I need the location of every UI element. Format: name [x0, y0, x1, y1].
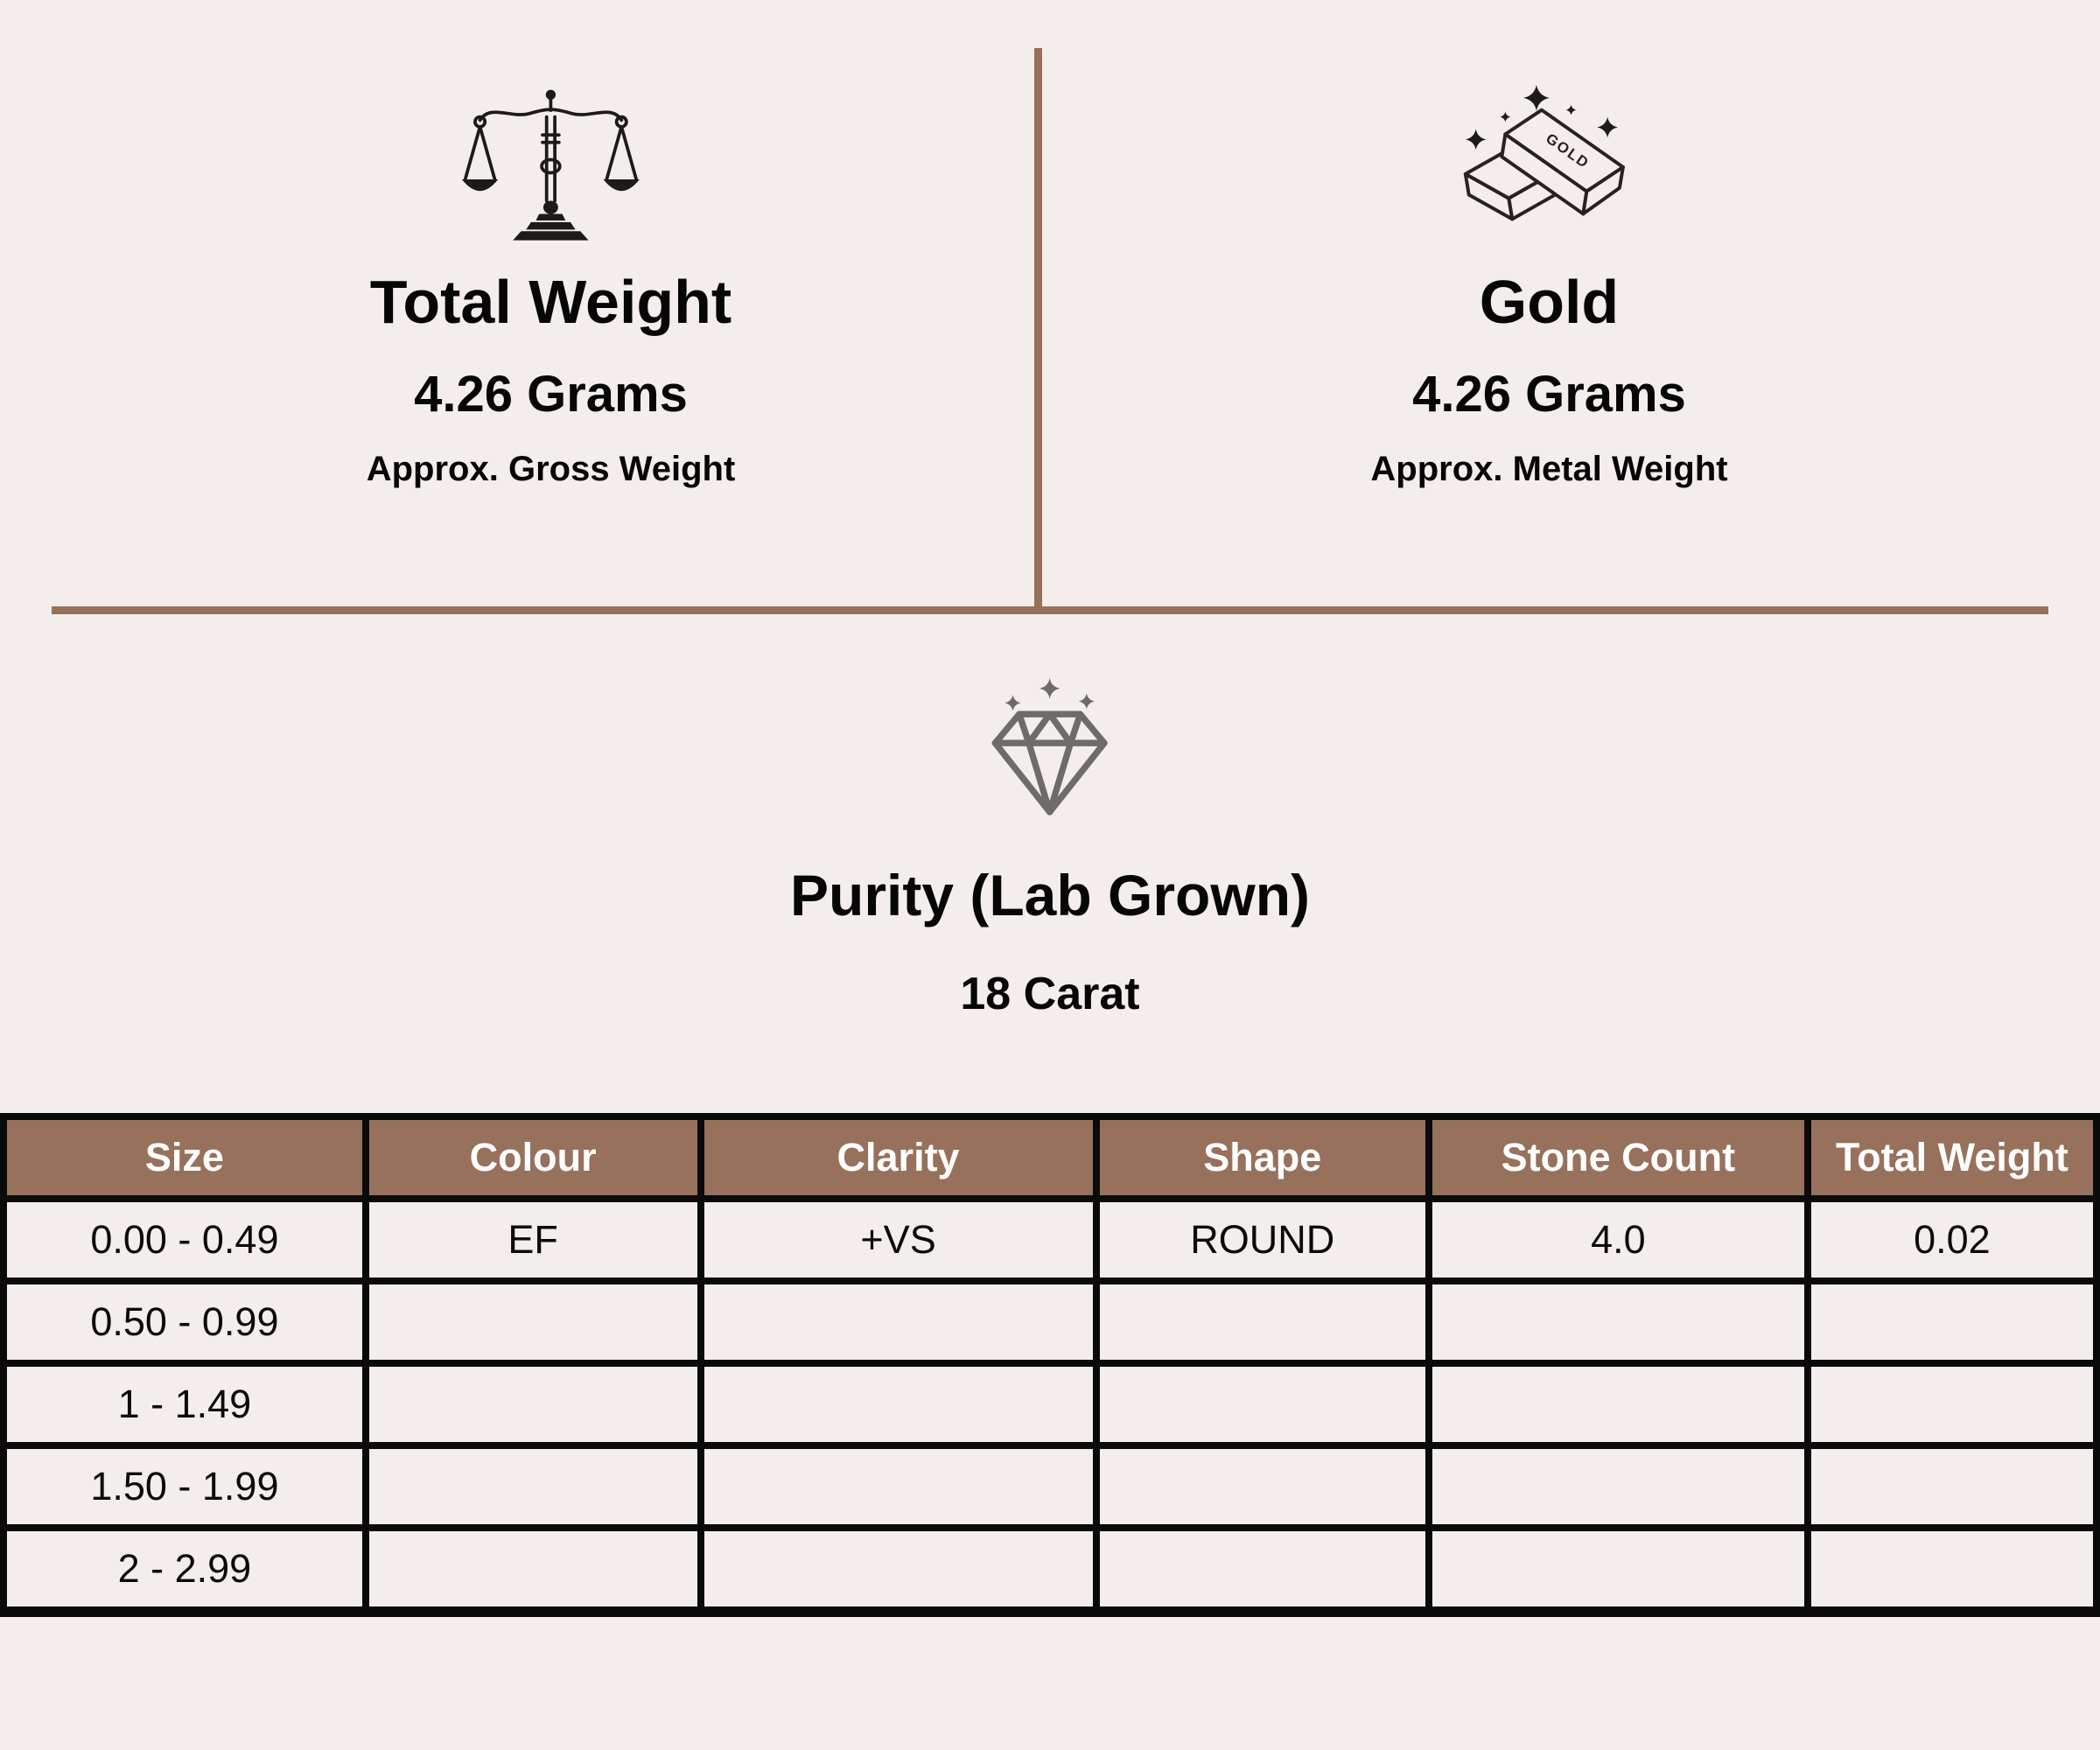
table-row: 0.00 - 0.49 EF +VS ROUND 4.0 0.02 — [0, 1195, 2100, 1284]
total-weight-block: Total Weight 4.26 Grams Approx. Gross We… — [52, 0, 1050, 608]
sparkle-icons — [1465, 84, 1618, 150]
table-cell: 1.50 - 1.99 — [0, 1442, 369, 1531]
table-cell: 2 - 2.99 — [0, 1524, 369, 1617]
balance-scale-icon — [461, 89, 640, 241]
table-cell — [1424, 1524, 1811, 1617]
table-cell — [696, 1278, 1100, 1367]
table-cell — [361, 1278, 704, 1367]
table-cell — [361, 1360, 704, 1449]
purity-section: Purity (Lab Grown) 18 Carat — [0, 614, 2100, 1017]
table-cell — [1092, 1278, 1432, 1367]
vertical-divider — [1034, 48, 1042, 607]
col-header-stone-count: Stone Count — [1424, 1113, 1811, 1202]
table-cell — [1092, 1524, 1432, 1617]
table-cell — [1424, 1278, 1811, 1367]
table-cell: +VS — [696, 1195, 1100, 1284]
table-cell — [361, 1524, 704, 1617]
table-cell — [1803, 1442, 2100, 1531]
table-cell — [1092, 1442, 1432, 1531]
table-cell — [1424, 1360, 1811, 1449]
purity-value: 18 Carat — [960, 969, 1140, 1019]
diamond-icon — [991, 677, 1108, 816]
table-cell: 0.00 - 0.49 — [0, 1195, 369, 1284]
col-header-size: Size — [0, 1113, 369, 1202]
table-cell: 1 - 1.49 — [0, 1360, 369, 1449]
table-cell — [1803, 1524, 2100, 1617]
table-row: 2 - 2.99 — [0, 1524, 2100, 1617]
gold-caption: Approx. Metal Weight — [1370, 450, 1728, 488]
table-row: 1.50 - 1.99 — [0, 1442, 2100, 1531]
col-header-shape: Shape — [1092, 1113, 1432, 1202]
table-cell — [1803, 1360, 2100, 1449]
gold-bars-icon: GOLD — [1463, 84, 1625, 221]
col-header-clarity: Clarity — [696, 1113, 1100, 1202]
total-weight-caption: Approx. Gross Weight — [366, 450, 736, 488]
total-weight-title: Total Weight — [369, 268, 732, 336]
table-cell: 4.0 — [1424, 1195, 1811, 1284]
stone-spec-table: Size Colour Clarity Shape Stone Count To… — [0, 1113, 2100, 1617]
sparkle-icons — [1004, 677, 1096, 711]
total-weight-value: 4.26 Grams — [414, 366, 688, 423]
col-header-colour: Colour — [361, 1113, 704, 1202]
gold-title: Gold — [1479, 268, 1620, 336]
weight-section: Total Weight 4.26 Grams Approx. Gross We… — [52, 0, 2048, 608]
table-cell — [696, 1442, 1100, 1531]
table-header-row: Size Colour Clarity Shape Stone Count To… — [0, 1113, 2100, 1202]
horizontal-divider — [52, 606, 2048, 614]
purity-title: Purity (Lab Grown) — [790, 863, 1310, 928]
table-cell: ROUND — [1092, 1195, 1432, 1284]
table-cell: 0.50 - 0.99 — [0, 1278, 369, 1367]
table-cell: 0.02 — [1803, 1195, 2100, 1284]
table-cell — [696, 1524, 1100, 1617]
col-header-total-weight: Total Weight — [1803, 1113, 2100, 1202]
table-cell — [1092, 1360, 1432, 1449]
table-row: 1 - 1.49 — [0, 1360, 2100, 1449]
table-cell: EF — [361, 1195, 704, 1284]
table-cell — [361, 1442, 704, 1531]
table-cell — [1803, 1278, 2100, 1367]
table-cell — [696, 1360, 1100, 1449]
table-row: 0.50 - 0.99 — [0, 1278, 2100, 1367]
table-cell — [1424, 1442, 1811, 1531]
gold-value: 4.26 Grams — [1412, 366, 1686, 423]
gold-block: GOLD Gold 4.26 Grams Approx. Metal Weigh… — [1050, 0, 2048, 608]
